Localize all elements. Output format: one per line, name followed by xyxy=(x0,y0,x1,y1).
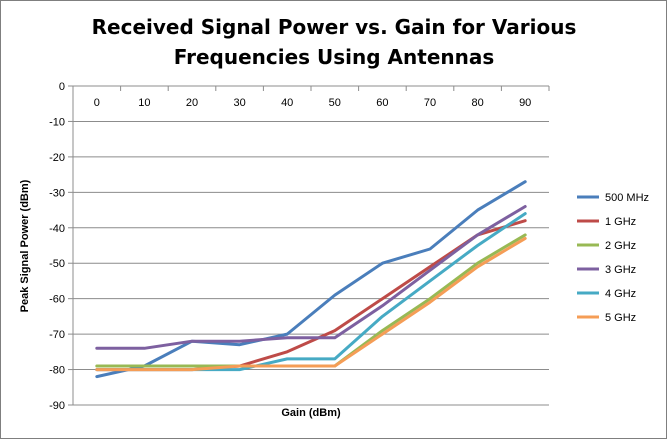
x-tick-label: 0 xyxy=(94,97,100,109)
y-tick-label: -10 xyxy=(49,116,65,128)
legend-entry: 4 GHz xyxy=(605,288,636,300)
y-axis-label: Peak Signal Power (dBm) xyxy=(19,179,31,312)
y-tick-label: -70 xyxy=(49,329,65,341)
y-tick-label: -50 xyxy=(49,258,65,270)
legend-entry: 3 GHz xyxy=(605,264,636,276)
y-tick-label: 0 xyxy=(59,81,65,93)
legend: 500 MHz 1 GHz 2 GHz 3 GHz 4 GHz 5 GHz xyxy=(577,192,649,324)
chart-title-line-2: Frequencies Using Antennas xyxy=(174,45,495,69)
plot-area: 0 -10 -20 -30 -40 -50 -60 -70 -80 -90 0 10 20 30 40 50 6… xyxy=(49,81,550,412)
y-tick-label: -30 xyxy=(49,187,65,199)
x-tick-label: 70 xyxy=(424,97,436,109)
x-tick-label: 90 xyxy=(519,97,531,109)
y-tick-label: -80 xyxy=(49,365,65,377)
x-tick-label: 20 xyxy=(186,97,198,109)
x-tick-label: 80 xyxy=(471,97,483,109)
chart-title-line-1: Received Signal Power vs. Gain for Vario… xyxy=(92,15,577,39)
legend-entry: 1 GHz xyxy=(605,216,636,228)
y-tick-label: -40 xyxy=(49,223,65,235)
y-tick-label: -60 xyxy=(49,294,65,306)
legend-entry: 2 GHz xyxy=(605,240,636,252)
x-tick-label: 40 xyxy=(281,97,293,109)
legend-entry: 5 GHz xyxy=(605,312,636,324)
x-tick-label: 50 xyxy=(329,97,341,109)
y-tick-label: -90 xyxy=(49,400,65,412)
series-line-5-ghz xyxy=(95,236,527,372)
series-line-500-mhz xyxy=(95,180,527,379)
x-tick-label: 10 xyxy=(138,97,150,109)
legend-entry: 500 MHz xyxy=(605,192,649,204)
x-tick-label: 60 xyxy=(376,97,388,109)
series-line-3-ghz xyxy=(95,205,527,350)
x-tick-label: 30 xyxy=(233,97,245,109)
x-axis-label: Gain (dBm) xyxy=(281,407,341,419)
y-tick-label: -20 xyxy=(49,152,65,164)
